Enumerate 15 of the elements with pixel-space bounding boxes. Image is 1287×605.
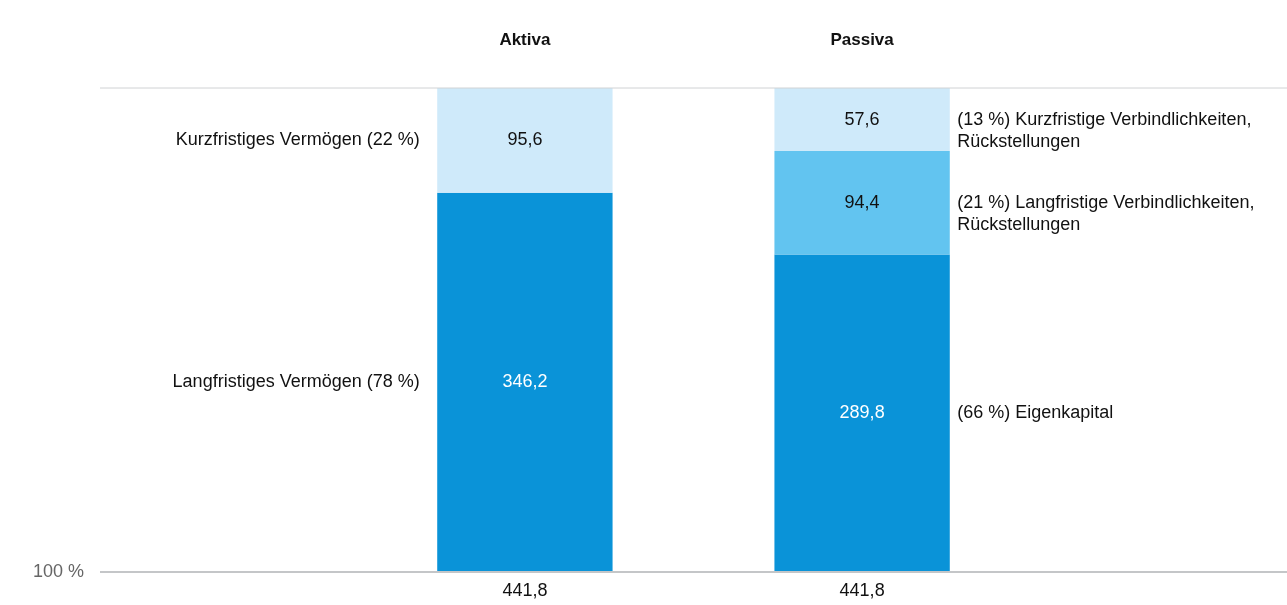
data-label: 94,4: [844, 191, 880, 212]
data-label: 289,8: [839, 402, 885, 423]
series-label: Kurzfristiges Vermögen (22 %): [175, 129, 420, 150]
total-label: 441,8: [839, 580, 885, 600]
data-label: 57,6: [844, 108, 880, 129]
text: 100 %: [32, 561, 84, 581]
series-label: (13 %) Kurzfristige Verbindlichkeiten, Rückstellungen: [957, 108, 1252, 151]
total-label: 441,8: [502, 580, 548, 600]
series-label: (66 %) Eigenkapital: [957, 402, 1114, 423]
data-label: 95,6: [507, 129, 543, 150]
series-label: (21 %) Langfristige Verbindlichkeiten, Rückstellungen: [957, 191, 1255, 234]
series-label: Langfristiges Vermögen (78 %): [172, 371, 420, 392]
data-label: 346,2: [502, 371, 548, 392]
x-tick-label: Passiva: [830, 29, 895, 49]
x-tick-label: Aktiva: [499, 29, 551, 49]
